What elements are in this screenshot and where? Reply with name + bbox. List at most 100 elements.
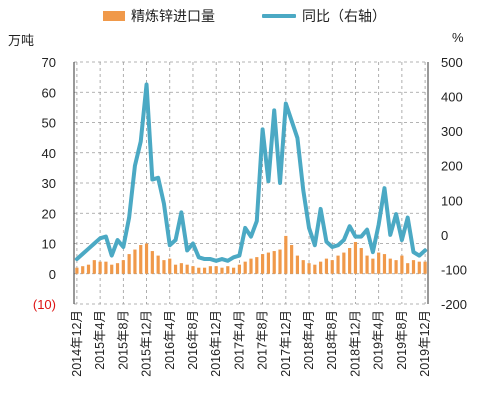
bar-2017-01 — [220, 267, 224, 274]
gridlines — [74, 61, 428, 305]
x-tick-label: 2015年4月 — [93, 310, 107, 370]
left-axis-unit: 万吨 — [8, 33, 35, 48]
right-tick-label: -100 — [441, 262, 467, 277]
bar-2019-01 — [359, 248, 363, 274]
bar-2018-10 — [342, 252, 346, 274]
left-tick-label: 20 — [42, 206, 56, 221]
x-tick-label: 2015年12月 — [140, 310, 154, 377]
bar-2015-10 — [133, 249, 137, 274]
x-tick-label: 2017年8月 — [256, 310, 270, 370]
bar-2016-01 — [150, 251, 154, 274]
bar-2015-05 — [104, 261, 108, 274]
bar-2017-10 — [272, 251, 276, 274]
bar-2019-10 — [411, 260, 416, 274]
left-tick-label: 70 — [42, 55, 56, 70]
bar-2018-04 — [307, 263, 311, 274]
right-tick-label: 200 — [441, 159, 463, 174]
bar-2016-06 — [179, 263, 183, 274]
bar-2015-09 — [127, 254, 131, 274]
bar-2017-06 — [249, 258, 253, 274]
bar-2017-03 — [231, 267, 236, 274]
bar-2018-09 — [336, 255, 340, 274]
bar-2015-01 — [81, 266, 85, 274]
legend-item-bar: 精炼锌进口量 — [103, 6, 215, 26]
bar-2015-08 — [121, 260, 125, 274]
bar-2019-06 — [388, 258, 392, 274]
axes — [73, 62, 429, 304]
bar-2016-08 — [191, 266, 195, 274]
left-tick-label: 60 — [42, 85, 56, 100]
yoy-line-series — [74, 82, 428, 263]
bar-2017-08 — [261, 254, 265, 274]
x-tick-label: 2016年8月 — [186, 310, 200, 370]
legend-item-line: 同比（右轴） — [262, 6, 386, 26]
bar-2017-11 — [278, 249, 282, 274]
legend-label-line: 同比（右轴） — [302, 8, 386, 24]
left-tick-label: 30 — [42, 176, 56, 191]
bar-2015-07 — [115, 263, 120, 274]
bar-2019-04 — [377, 252, 381, 274]
bar-2019-09 — [406, 263, 410, 274]
x-tick-label: 2016年4月 — [163, 310, 177, 370]
bar-2017-07 — [255, 257, 259, 274]
x-tick-label: 2014年12月 — [70, 310, 84, 377]
bar-2018-05 — [313, 264, 317, 274]
right-tick-label: 300 — [441, 124, 463, 139]
right-tick-label: 100 — [441, 193, 463, 208]
left-tick-label: 10 — [42, 237, 56, 252]
bar-2018-01 — [290, 245, 294, 274]
bar-2018-03 — [301, 260, 305, 274]
legend-label-bar: 精炼锌进口量 — [131, 8, 215, 24]
bar-2016-12 — [214, 266, 218, 274]
right-tick-label: -200 — [441, 297, 467, 312]
right-axis-ticks: -200 -100 0 100 200 300 400 500 — [441, 55, 467, 312]
bar-2014-12 — [75, 267, 79, 274]
x-tick-label: 2019年8月 — [395, 310, 409, 370]
left-tick-label: 0 — [49, 267, 56, 282]
bar-2018-06 — [319, 261, 323, 274]
bar-2017-02 — [226, 266, 230, 274]
x-tick-label: 2017年12月 — [279, 310, 293, 377]
x-tick-label: 2016年12月 — [209, 310, 223, 377]
x-tick-label: 2018年8月 — [325, 310, 339, 370]
bar-2019-05 — [382, 254, 387, 274]
x-axis-ticks: 2014年12月 2015年4月 2015年8月 2015年12月 2016年4月 201… — [70, 310, 432, 377]
bar-2015-06 — [110, 264, 114, 274]
bar-2019-02 — [365, 255, 369, 274]
bar-2016-04 — [168, 258, 172, 274]
bar-2016-09 — [197, 267, 201, 274]
x-tick-label: 2017年4月 — [232, 310, 246, 370]
x-tick-label: 2018年4月 — [302, 310, 316, 370]
bar-2018-07 — [324, 258, 329, 274]
bar-2019-11 — [417, 261, 421, 274]
right-tick-label: 500 — [441, 55, 463, 70]
x-tick-label: 2019年4月 — [372, 310, 386, 370]
bar-2019-03 — [371, 258, 375, 274]
right-tick-label: 400 — [441, 90, 463, 105]
x-tick-label: 2015年8月 — [116, 310, 130, 370]
bar-2018-02 — [295, 255, 300, 274]
bar-2017-12 — [284, 235, 288, 274]
left-tick-label: 50 — [42, 116, 56, 131]
bar-2016-11 — [208, 266, 212, 274]
left-tick-label: (10) — [33, 297, 56, 312]
bar-2015-11 — [139, 245, 143, 274]
right-axis-unit: % — [452, 30, 464, 45]
x-tick-label: 2018年12月 — [348, 310, 362, 377]
bar-2017-09 — [266, 252, 271, 274]
bar-2016-05 — [173, 264, 178, 274]
bar-2015-12 — [144, 243, 149, 274]
left-tick-label: 40 — [42, 146, 56, 161]
right-tick-label: 0 — [441, 228, 448, 243]
bar-2017-05 — [243, 261, 247, 274]
bar-2016-10 — [202, 267, 207, 274]
left-axis-ticks: (10) 0 10 20 30 40 50 60 70 — [33, 55, 56, 312]
bar-2015-03 — [92, 260, 96, 274]
bar-2018-11 — [348, 248, 352, 274]
legend-swatch-line — [262, 14, 296, 18]
bar-2015-04 — [98, 261, 102, 274]
bar-2016-02 — [156, 255, 160, 274]
legend-swatch-bar — [103, 11, 125, 21]
x-tick-label: 2019年12月 — [418, 310, 432, 377]
bar-2016-07 — [185, 264, 189, 274]
